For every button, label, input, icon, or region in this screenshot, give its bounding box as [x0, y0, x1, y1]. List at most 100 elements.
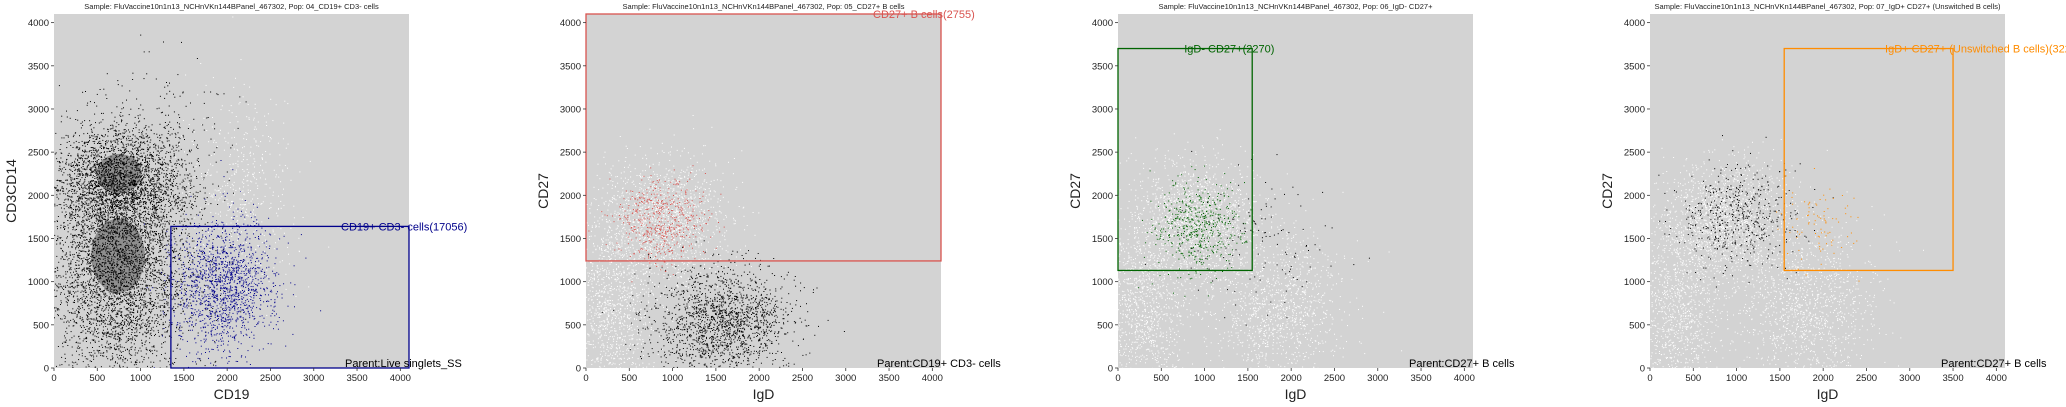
event-point [79, 173, 80, 175]
event-point [115, 279, 117, 281]
event-point [153, 174, 155, 176]
event-point [152, 214, 154, 216]
event-point [126, 302, 128, 304]
event-point [80, 291, 82, 293]
event-point [124, 255, 126, 257]
event-point [155, 207, 156, 209]
event-point [162, 193, 163, 195]
event-point [134, 116, 136, 118]
event-point [121, 207, 123, 209]
event-point [82, 217, 84, 219]
event-point [82, 163, 84, 165]
event-point [76, 347, 78, 349]
event-point [116, 135, 118, 137]
event-point [87, 192, 89, 194]
event-point [125, 220, 127, 222]
event-point [118, 173, 120, 175]
event-point [174, 362, 176, 363]
event-point [111, 317, 113, 318]
event-point [120, 270, 122, 272]
event-point [146, 173, 147, 175]
event-point [125, 319, 127, 321]
event-point [112, 192, 114, 194]
density-blob [91, 218, 145, 293]
event-point [72, 201, 74, 203]
event-point [121, 155, 123, 157]
event-point [93, 245, 94, 247]
event-point [110, 212, 112, 213]
event-point [131, 161, 133, 163]
event-point [152, 183, 154, 185]
event-point [140, 194, 142, 196]
event-point [150, 271, 152, 273]
event-point [90, 167, 92, 169]
event-point [61, 211, 63, 213]
event-point [153, 187, 155, 189]
event-point [82, 221, 84, 223]
event-point [127, 262, 129, 264]
event-point [107, 140, 109, 142]
event-point [81, 171, 83, 173]
event-point [77, 153, 79, 155]
event-point [148, 206, 149, 208]
event-point [148, 165, 150, 167]
event-point [136, 269, 138, 271]
event-point [102, 192, 104, 194]
event-point [146, 329, 147, 331]
event-point [154, 314, 156, 316]
event-point [93, 222, 95, 224]
event-point [66, 327, 68, 329]
event-point [181, 238, 183, 240]
event-point [58, 170, 60, 172]
event-point [60, 302, 62, 304]
event-point [90, 124, 92, 125]
event-point [84, 223, 86, 225]
event-point [94, 147, 96, 149]
event-point [112, 153, 114, 155]
event-point [75, 165, 77, 166]
event-point [125, 172, 127, 174]
event-point [96, 252, 98, 254]
event-point [85, 292, 86, 294]
event-point [70, 180, 72, 182]
event-point [92, 247, 94, 249]
event-point [172, 257, 174, 259]
event-point [146, 129, 148, 131]
event-point [54, 289, 56, 291]
event-point [63, 166, 65, 168]
event-point [216, 284, 218, 286]
event-point [106, 222, 108, 224]
event-point [140, 325, 142, 327]
event-point [101, 308, 103, 309]
event-point [151, 158, 153, 159]
event-point [81, 201, 83, 203]
event-point [178, 273, 180, 275]
event-point [117, 334, 119, 336]
event-point [60, 258, 62, 260]
event-point [147, 268, 149, 270]
event-point [159, 174, 161, 175]
event-point [150, 239, 152, 241]
event-point [72, 182, 74, 184]
event-point [107, 317, 109, 319]
event-point [140, 141, 142, 143]
event-point [125, 197, 127, 199]
event-point [89, 287, 90, 289]
event-point [82, 195, 84, 196]
event-point [120, 258, 122, 260]
event-point [122, 143, 124, 145]
event-point [125, 163, 127, 165]
event-point [92, 333, 94, 335]
event-point [107, 190, 109, 192]
event-point [111, 183, 113, 185]
event-point [161, 172, 163, 174]
event-point [90, 271, 92, 273]
event-point [135, 316, 137, 318]
event-point [143, 152, 145, 154]
event-point [158, 182, 160, 184]
event-point [109, 159, 111, 161]
event-point [109, 150, 111, 152]
event-point [91, 309, 93, 311]
event-point [126, 150, 128, 152]
event-point [150, 298, 152, 300]
